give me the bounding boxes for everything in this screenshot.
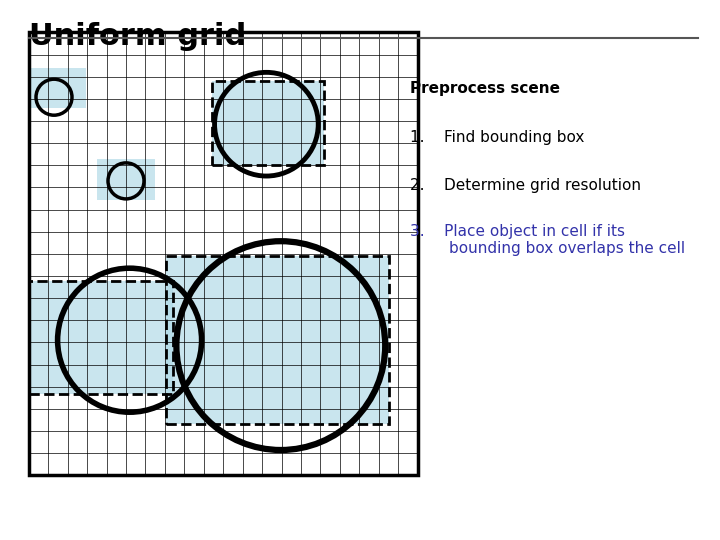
Bar xyxy=(29,281,173,394)
Text: 1.    Find bounding box: 1. Find bounding box xyxy=(410,130,585,145)
Bar xyxy=(97,159,155,200)
Text: 3.    Place object in cell if its
        bounding box overlaps the cell: 3. Place object in cell if its bounding … xyxy=(410,224,685,256)
Text: Preprocess scene: Preprocess scene xyxy=(410,81,560,96)
Bar xyxy=(29,32,418,475)
Bar xyxy=(29,281,173,394)
Bar xyxy=(212,81,324,165)
Bar xyxy=(166,256,389,424)
Text: Uniform grid: Uniform grid xyxy=(29,22,246,51)
Bar xyxy=(212,81,324,165)
Bar xyxy=(166,256,389,424)
Text: 2.    Determine grid resolution: 2. Determine grid resolution xyxy=(410,178,642,193)
Bar xyxy=(29,68,86,108)
